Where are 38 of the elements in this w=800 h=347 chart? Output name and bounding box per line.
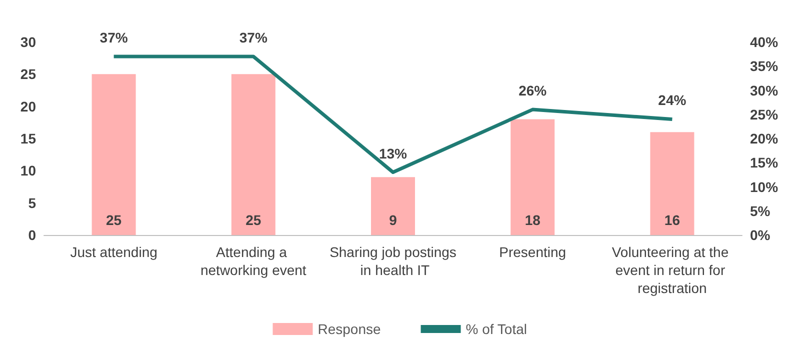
data-label: 25 (106, 212, 122, 228)
x-tick-label: Volunteering at the event in return for registration (612, 244, 733, 296)
y-tick-label: 15 (20, 130, 36, 146)
y2-tick-label: 35% (750, 58, 779, 74)
x-tick-label: Sharing job postings in health IT (330, 244, 456, 278)
y2-tick-label: 40% (750, 34, 779, 50)
x-tick-label: Attending a networking event (200, 244, 306, 278)
data-label: 37% (239, 29, 268, 46)
y-tick-label: 0 (28, 227, 36, 243)
y2-tick-label: 10% (750, 178, 779, 195)
x-tick-label: Presenting (499, 244, 566, 260)
y-tick-label: 10 (20, 162, 36, 179)
data-label: 37% (100, 29, 128, 46)
y2-tick-label: 5% (750, 202, 771, 219)
y2-tick-label: 20% (750, 130, 779, 146)
data-label: 26% (518, 82, 548, 99)
bar (92, 74, 136, 235)
y2-tick-label: 30% (750, 82, 779, 98)
y2-tick-label: 25% (750, 106, 779, 122)
bar (231, 74, 276, 235)
bar (371, 177, 415, 235)
data-label: 16 (664, 212, 680, 228)
bar (650, 132, 694, 235)
data-label: 13% (378, 145, 408, 162)
data-label: 18 (524, 212, 541, 228)
y-tick-label: 25 (20, 66, 36, 82)
bar (510, 119, 555, 235)
legend-label: % of Total (466, 321, 528, 337)
y-tick-label: 30 (20, 34, 36, 50)
y-tick-label: 20 (20, 98, 36, 114)
y2-tick-label: 15% (750, 154, 779, 171)
y-tick-label: 5 (28, 194, 36, 211)
x-tick-label: Just attending (70, 244, 158, 260)
data-label: 25 (246, 212, 262, 228)
legend-label: Response (318, 321, 381, 337)
data-label: 24% (658, 92, 687, 108)
y2-tick-label: 0% (750, 227, 771, 243)
data-label: 9 (389, 212, 398, 228)
